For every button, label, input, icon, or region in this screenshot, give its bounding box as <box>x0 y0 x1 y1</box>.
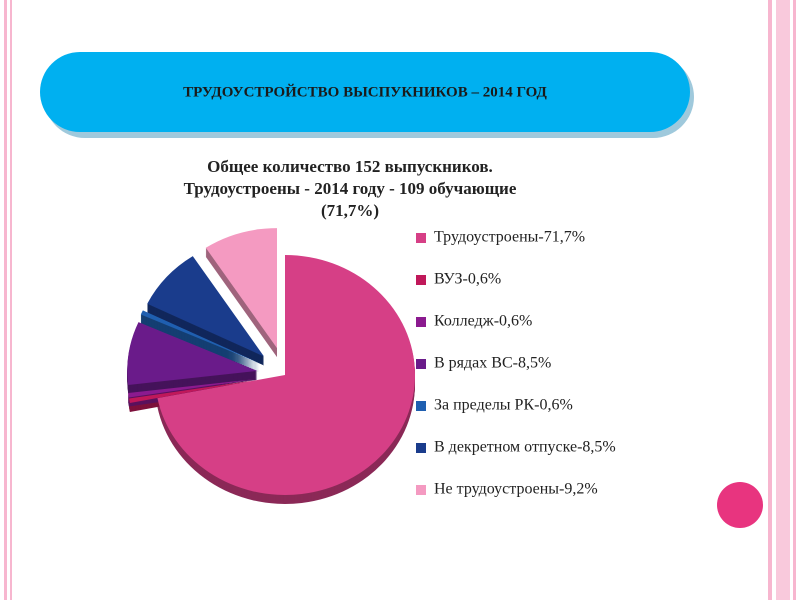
legend-label: В рядах ВС-8,5% <box>434 355 551 372</box>
legend-swatch <box>416 485 426 495</box>
legend-label: ВУЗ-0,6% <box>434 271 501 288</box>
stripe <box>4 0 7 600</box>
legend-label: Трудоустроены-71,7% <box>434 229 585 246</box>
slice <box>157 255 415 495</box>
slice <box>140 310 260 364</box>
chart-title: Трудоустроены - 2014 году - 109 обучающи… <box>184 179 517 198</box>
slice <box>128 378 258 398</box>
legend-label: Не трудоустроены-9,2% <box>434 481 598 498</box>
slice <box>127 322 258 385</box>
legend-swatch <box>416 443 426 453</box>
stripe <box>768 0 772 600</box>
stripe <box>793 0 796 600</box>
chart-title: (71,7%) <box>321 201 379 220</box>
slice-side <box>128 379 258 399</box>
chart-title: Общее количество 152 выпускников. <box>207 157 493 176</box>
legend-swatch <box>416 401 426 411</box>
header-bar <box>40 52 690 132</box>
legend-swatch <box>416 317 426 327</box>
slice <box>205 228 277 349</box>
legend-swatch <box>416 359 426 369</box>
stripe <box>10 0 12 600</box>
slice <box>147 256 265 357</box>
legend: Трудоустроены-71,7% ВУЗ-0,6% Колледж-0,6% В… <box>416 229 616 498</box>
decor-circle <box>717 482 763 528</box>
pie <box>127 228 415 504</box>
legend-swatch <box>416 275 426 285</box>
legend-swatch <box>416 233 426 243</box>
legend-label: В декретном отпуске-8,5% <box>434 439 616 456</box>
legend-label: Колледж-0,6% <box>434 313 532 330</box>
header-title: ТРУДОУСТРОЙСТВО ВЫСПУКНИКОВ – 2014 ГОД <box>183 83 547 100</box>
slice <box>129 379 258 403</box>
legend-label: За пределы РК-0,6% <box>434 397 573 414</box>
stripe <box>776 0 790 600</box>
